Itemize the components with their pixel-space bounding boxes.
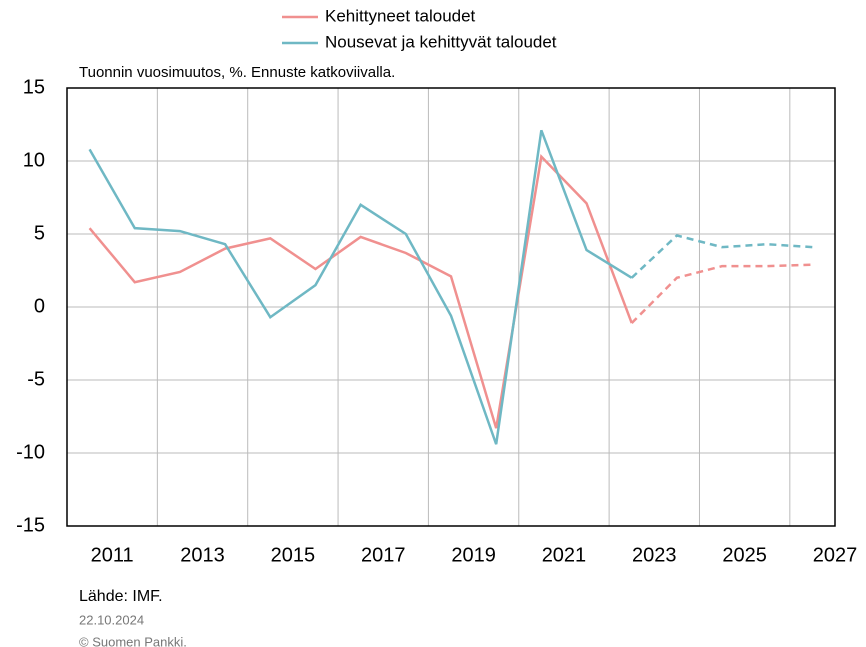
y-tick-label: 5 xyxy=(34,222,45,244)
x-tick-label: 2025 xyxy=(722,544,767,566)
x-tick-label: 2015 xyxy=(271,544,316,566)
source: Lähde: IMF. xyxy=(79,588,163,605)
x-tick-label: 2011 xyxy=(91,544,134,566)
x-tick-label: 2021 xyxy=(542,544,587,566)
y-tick-label: -10 xyxy=(16,441,45,463)
legend-label: Kehittyneet taloudet xyxy=(325,6,476,25)
forecast-line xyxy=(630,263,813,324)
y-tick-label: -5 xyxy=(27,368,45,390)
series-line xyxy=(88,129,633,445)
x-tick-label: 2017 xyxy=(361,544,406,566)
forecast-line xyxy=(630,234,813,279)
date: 22.10.2024 xyxy=(79,612,144,627)
y-tick-label: 0 xyxy=(34,295,45,317)
x-tick-label: 2023 xyxy=(632,544,677,566)
chart-subtitle: Tuonnin vuosimuutos, %. Ennuste katkovii… xyxy=(79,64,395,81)
y-tick-label: 15 xyxy=(23,76,45,98)
legend-label: Nousevat ja kehittyvät taloudet xyxy=(325,32,557,51)
plot-frame xyxy=(66,87,836,527)
y-tick-label: -15 xyxy=(16,514,45,536)
y-tick-label: 10 xyxy=(23,149,45,171)
copyright: © Suomen Pankki. xyxy=(79,634,187,647)
x-tick-label: 2027 xyxy=(813,544,858,566)
series-line xyxy=(88,153,633,429)
x-tick-label: 2013 xyxy=(180,544,225,566)
x-tick-label: 2019 xyxy=(451,544,496,566)
